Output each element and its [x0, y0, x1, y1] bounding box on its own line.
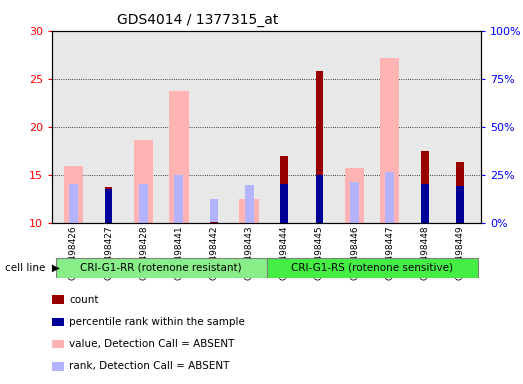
Bar — [175, 175, 183, 223]
Text: value, Detection Call = ABSENT: value, Detection Call = ABSENT — [69, 339, 234, 349]
Bar — [105, 187, 112, 223]
Bar — [385, 172, 394, 223]
Bar — [280, 184, 288, 223]
Bar — [380, 58, 400, 223]
Text: percentile rank within the sample: percentile rank within the sample — [69, 317, 245, 327]
Bar — [105, 189, 112, 223]
Text: GDS4014 / 1377315_at: GDS4014 / 1377315_at — [117, 13, 278, 27]
Bar — [421, 184, 429, 223]
Bar — [210, 222, 218, 223]
Bar — [421, 151, 429, 223]
Bar — [134, 140, 153, 223]
Bar — [240, 199, 259, 223]
Text: cell line  ▶: cell line ▶ — [5, 263, 60, 273]
Text: CRI-G1-RS (rotenone sensitive): CRI-G1-RS (rotenone sensitive) — [291, 263, 453, 273]
Bar — [456, 186, 464, 223]
Text: count: count — [69, 295, 98, 305]
Text: rank, Detection Call = ABSENT: rank, Detection Call = ABSENT — [69, 361, 230, 371]
FancyBboxPatch shape — [267, 258, 477, 278]
Bar — [69, 184, 78, 223]
Text: CRI-G1-RR (rotenone resistant): CRI-G1-RR (rotenone resistant) — [81, 263, 242, 273]
Bar — [139, 184, 148, 223]
Bar — [169, 91, 188, 223]
Bar — [315, 175, 323, 223]
FancyBboxPatch shape — [56, 258, 267, 278]
Bar — [350, 182, 359, 223]
Bar — [245, 185, 254, 223]
Bar — [280, 156, 288, 223]
Bar — [456, 162, 464, 223]
Bar — [210, 199, 219, 223]
Bar — [345, 168, 365, 223]
Bar — [64, 166, 83, 223]
Bar — [315, 71, 323, 223]
